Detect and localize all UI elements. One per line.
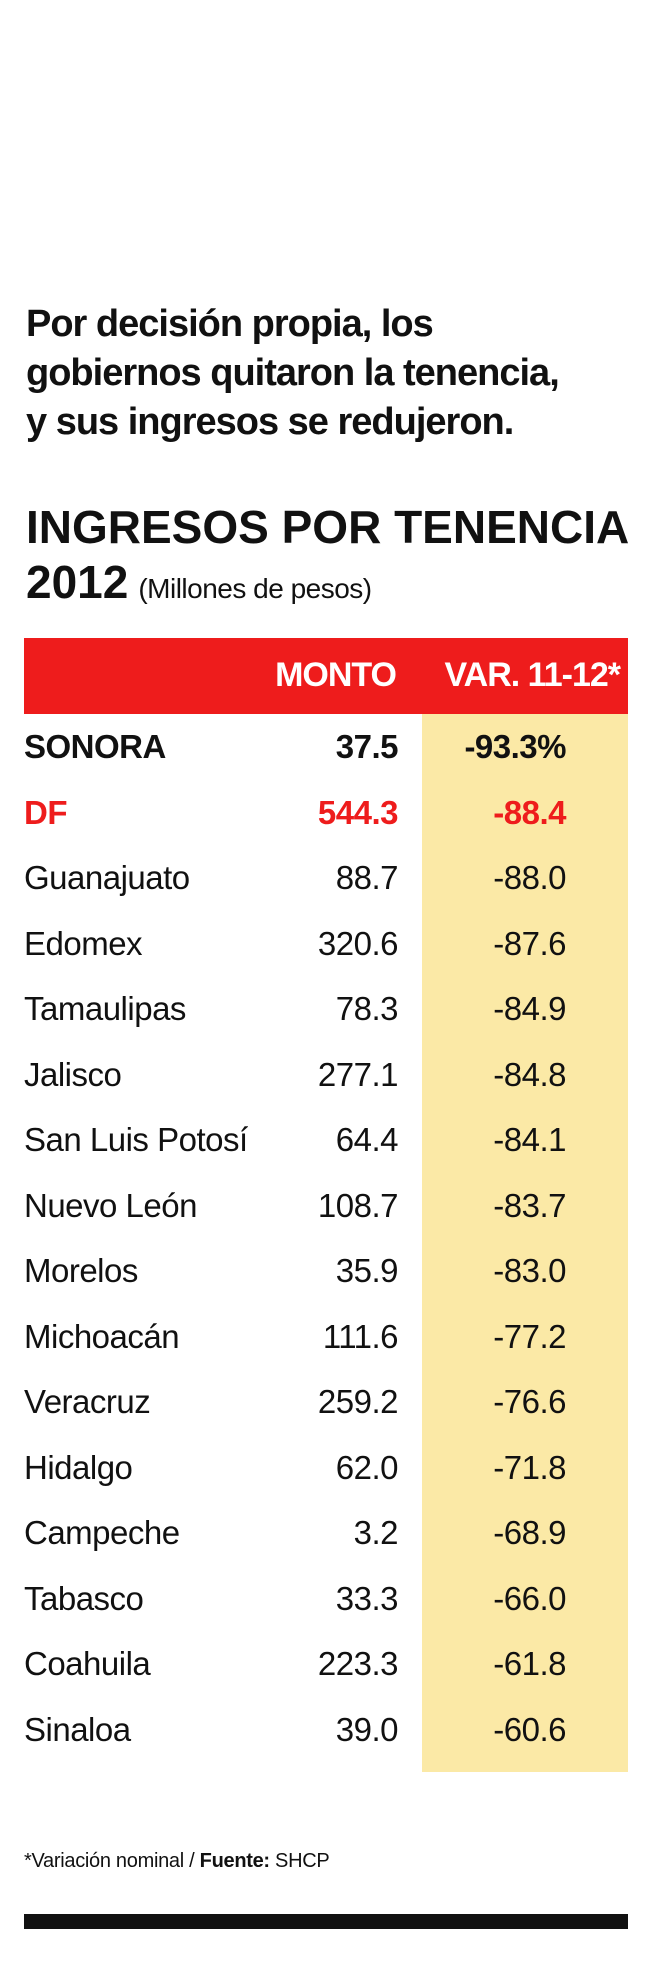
row-var: -61.8	[493, 1645, 566, 1682]
row-monto: 277.1	[317, 1055, 399, 1093]
table-row: Michoacán 111.6 -77.2	[24, 1304, 628, 1370]
row-var: -84.8	[493, 1055, 566, 1093]
table-row: Jalisco 277.1 -84.8	[24, 1042, 628, 1108]
row-var: -83.7	[493, 1186, 566, 1224]
row-monto: 544.3	[317, 793, 399, 831]
row-name: Edomex	[24, 924, 143, 962]
row-monto: 108.7	[317, 1186, 399, 1224]
table-row: Sinaloa 39.0 -60.6	[24, 1697, 628, 1763]
column-header-var: VAR. 11-12*	[444, 656, 621, 694]
row-var: -84.1	[493, 1121, 566, 1158]
row-var: -71.8	[493, 1448, 566, 1486]
table-row: Guanajuato 88.7 -88.0	[24, 845, 628, 911]
row-monto: 39.0	[335, 1710, 399, 1748]
row-monto: 35.9	[335, 1252, 399, 1289]
table-row: Hidalgo 62.0 -71.8	[24, 1435, 628, 1501]
table-row: Veracruz 259.2 -76.6	[24, 1369, 628, 1435]
intro-line: gobiernos quitaron la tenencia,	[26, 352, 560, 394]
row-var: -87.6	[493, 924, 566, 962]
bottom-rule	[24, 1914, 628, 1929]
row-name: Michoacán	[24, 1317, 180, 1355]
row-monto: 88.7	[335, 859, 399, 896]
row-var: -68.9	[493, 1514, 566, 1551]
table-body: SONORA 37.5 -93.3% DF 544.3 -88.4 Guanajuato 88…	[24, 714, 628, 1762]
table-row: Campeche 3.2 -68.9	[24, 1500, 628, 1566]
table-row: Nuevo León 108.7 -83.7	[24, 1173, 628, 1239]
row-var: -84.9	[493, 990, 566, 1027]
title-year-line: 2012 (Millones de pesos)	[26, 555, 372, 609]
footnote-source: SHCP	[269, 1850, 330, 1872]
column-header-monto: MONTO	[275, 656, 397, 694]
row-name: Tabasco	[24, 1579, 144, 1617]
row-monto: 259.2	[317, 1383, 399, 1420]
row-monto: 78.3	[335, 990, 399, 1027]
row-name: Guanajuato	[24, 859, 190, 896]
row-monto: 223.3	[317, 1645, 399, 1682]
row-name: DF	[24, 793, 68, 831]
row-name: Sinaloa	[24, 1710, 131, 1748]
table-row: Tamaulipas 78.3 -84.9	[24, 976, 628, 1042]
chart-year: 2012	[26, 556, 129, 608]
table-row: Morelos 35.9 -83.0	[24, 1238, 628, 1304]
chart-title: INGRESOS POR TENENCIA	[26, 501, 630, 553]
row-monto: 37.5	[335, 728, 399, 765]
table-row: Edomex 320.6 -87.6	[24, 911, 628, 977]
data-table: MONTO VAR. 11-12* SONORA 37.5 -93.3% DF 544.…	[24, 638, 628, 1772]
intro-line: y sus ingresos se redujeron.	[26, 401, 514, 443]
row-name: Nuevo León	[24, 1186, 197, 1224]
row-monto: 3.2	[353, 1514, 399, 1551]
footnote-source-label: Fuente:	[199, 1850, 270, 1872]
row-var: -77.2	[493, 1317, 566, 1355]
row-name: Hidalgo	[24, 1448, 133, 1486]
row-name: Veracruz	[24, 1383, 151, 1420]
row-var: -66.0	[493, 1579, 566, 1617]
row-monto: 111.6	[322, 1317, 399, 1355]
row-name: Jalisco	[24, 1055, 122, 1093]
var-column-highlight	[422, 714, 628, 1772]
row-monto: 33.3	[335, 1579, 399, 1617]
footnote: *Variación nominal / Fuente: SHCP	[24, 1850, 330, 1873]
row-name: San Luis Potosí	[24, 1121, 248, 1158]
row-name: Morelos	[24, 1252, 138, 1289]
table-row: DF 544.3 -88.4	[24, 780, 628, 846]
row-monto: 62.0	[335, 1448, 399, 1486]
table-row: Tabasco 33.3 -66.0	[24, 1566, 628, 1632]
row-monto: 64.4	[335, 1121, 399, 1158]
row-var: -88.4	[493, 793, 566, 831]
row-name: Coahuila	[24, 1645, 151, 1682]
row-name: Campeche	[24, 1514, 180, 1551]
table-row: San Luis Potosí 64.4 -84.1	[24, 1107, 628, 1173]
row-var: -60.6	[493, 1710, 566, 1748]
table-row: SONORA 37.5 -93.3%	[24, 714, 628, 780]
footnote-note: *Variación nominal /	[24, 1850, 200, 1872]
row-var: -93.3%	[464, 728, 566, 765]
row-name: Tamaulipas	[24, 990, 186, 1027]
chart-units: (Millones de pesos)	[138, 573, 372, 604]
row-name: SONORA	[24, 728, 166, 765]
row-monto: 320.6	[317, 924, 399, 962]
row-var: -88.0	[493, 859, 566, 896]
row-var: -76.6	[493, 1383, 566, 1420]
intro-line: Por decisión propia, los	[26, 303, 434, 345]
table-header: MONTO VAR. 11-12*	[24, 638, 628, 714]
intro-text: Por decisión propia, los gobiernos quita…	[26, 300, 626, 447]
table-row: Coahuila 223.3 -61.8	[24, 1631, 628, 1697]
row-var: -83.0	[493, 1252, 566, 1289]
